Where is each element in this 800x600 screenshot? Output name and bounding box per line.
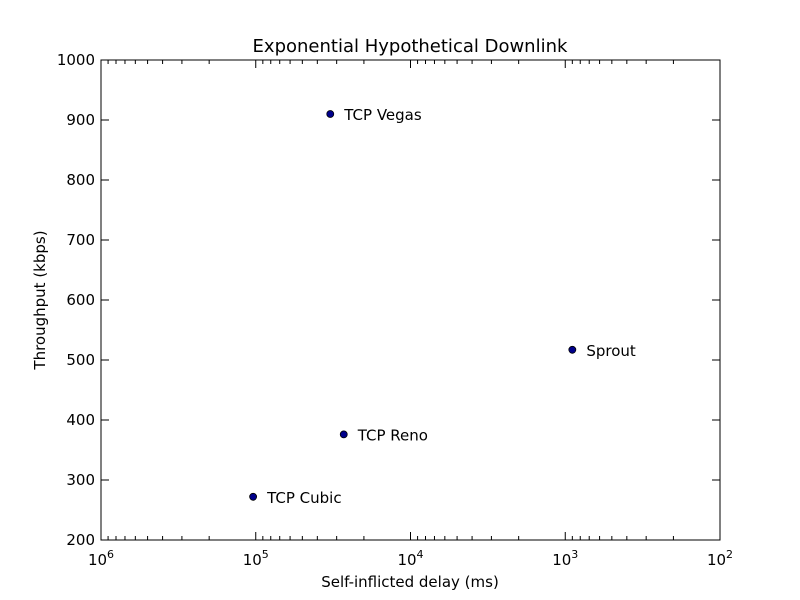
x-axis: 106 105 104 103 102 xyxy=(88,60,733,569)
x-tick-label: 104 xyxy=(397,548,423,569)
data-point-label: TCP Reno xyxy=(357,426,428,444)
x-axis-label: Self-inflicted delay (ms) xyxy=(321,573,499,591)
chart-title: Exponential Hypothetical Downlink xyxy=(253,36,568,57)
y-tick-label: 900 xyxy=(66,111,95,129)
plot-area xyxy=(100,59,721,541)
data-point-label: TCP Cubic xyxy=(266,489,342,507)
data-points: TCP Vegas Sprout TCP Reno TCP Cubic xyxy=(249,106,636,507)
y-tick-label: 200 xyxy=(66,531,95,549)
y-tick-label: 1000 xyxy=(57,51,95,69)
data-point xyxy=(568,345,577,354)
data-point-label: TCP Vegas xyxy=(343,106,422,124)
data-point xyxy=(249,492,258,501)
x-tick-label: 105 xyxy=(243,548,269,569)
x-tick-label: 103 xyxy=(552,548,578,569)
y-tick-label: 300 xyxy=(66,471,95,489)
y-tick-label: 500 xyxy=(66,351,95,369)
x-tick-label: 106 xyxy=(88,548,114,569)
data-point xyxy=(339,430,348,439)
data-point xyxy=(326,110,335,118)
y-tick-label: 400 xyxy=(66,411,95,429)
x-tick-label: 102 xyxy=(707,548,733,569)
y-tick-label: 600 xyxy=(66,291,95,309)
y-axis: 200 300 400 500 600 700 800 900 1000 xyxy=(57,51,720,549)
y-axis-label: Throughput (kbps) xyxy=(31,230,49,370)
y-tick-label: 800 xyxy=(66,171,95,189)
y-tick-label: 700 xyxy=(66,231,95,249)
data-point-label: Sprout xyxy=(586,342,636,360)
